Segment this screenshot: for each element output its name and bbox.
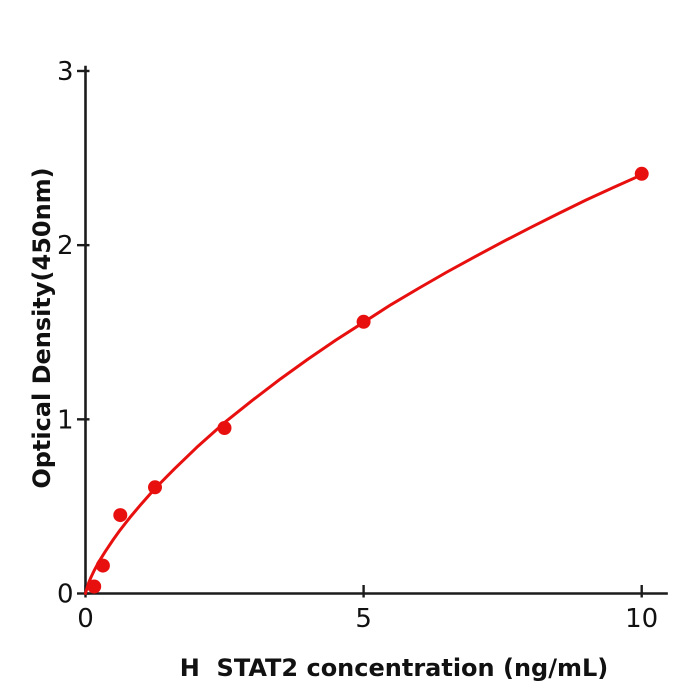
data-point (87, 579, 102, 594)
x-tick-label: 5 (355, 604, 372, 634)
fit-curve (84, 173, 644, 595)
y-tick-label: 2 (57, 231, 74, 261)
y-axis-label: Optical Density(450nm) (28, 167, 56, 489)
y-tick-label: 0 (57, 580, 74, 610)
y-tick-label: 1 (57, 405, 74, 435)
x-axis-label: H STAT2 concentration (ng/mL) (179, 654, 609, 682)
x-tick-label: 0 (77, 604, 94, 634)
data-point (113, 508, 128, 523)
x-tick-label: 10 (625, 604, 658, 634)
y-tick-label: 3 (57, 57, 74, 87)
